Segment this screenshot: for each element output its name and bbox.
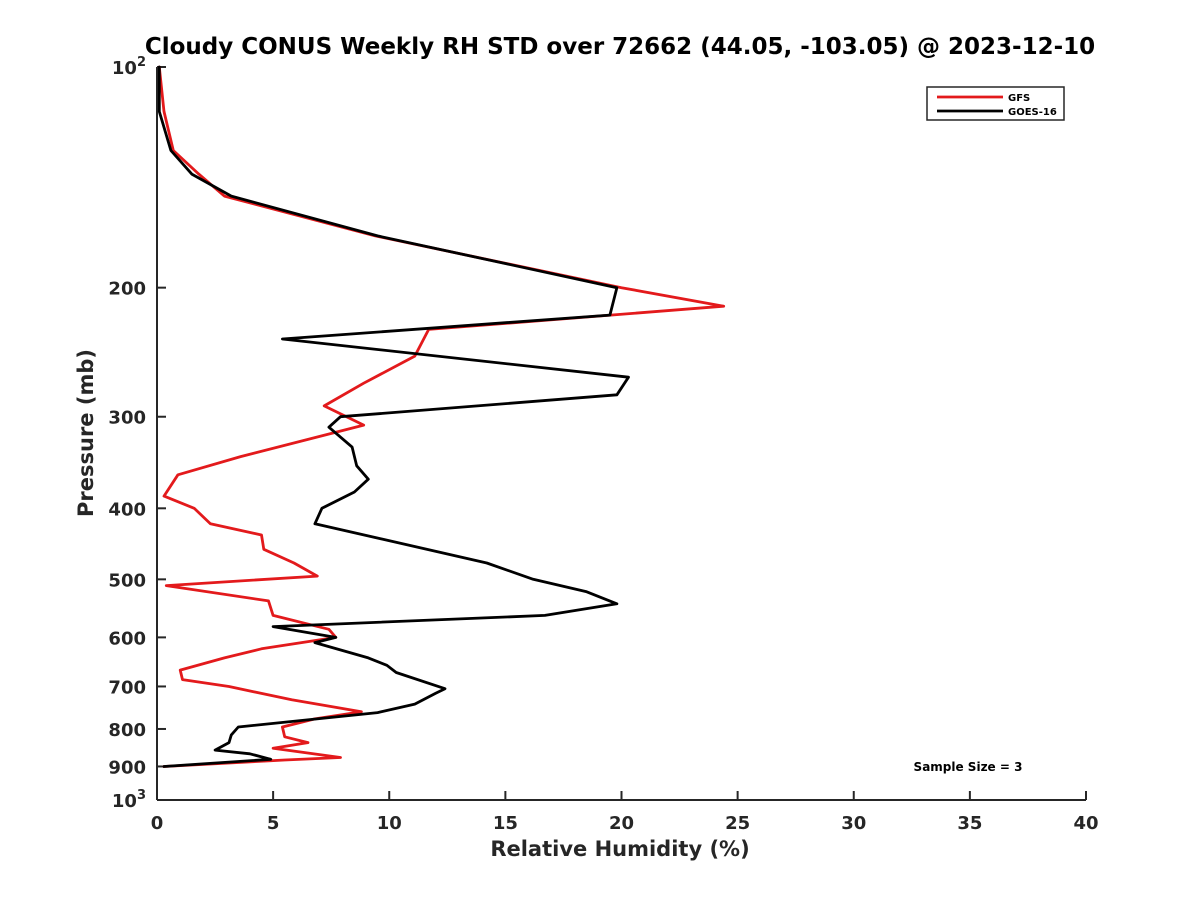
x-tick-label: 20: [609, 813, 634, 834]
y-tick-label: 600: [108, 628, 146, 649]
y-tick-label: 102: [112, 55, 146, 79]
x-tick-label: 40: [1073, 813, 1098, 834]
x-tick-label: 30: [841, 813, 866, 834]
legend-label: GOES-16: [1008, 107, 1057, 118]
x-tick-label: 0: [151, 813, 164, 834]
y-tick-label: 400: [108, 499, 146, 520]
axes: 0 5 10 15 20 25 30 35 40 102 200 300 400 500 600 700 800…: [108, 55, 1098, 834]
y-tick-label: 300: [108, 408, 146, 429]
chart-title: Cloudy CONUS Weekly RH STD over 72662 (4…: [145, 34, 1095, 60]
legend-label: GFS: [1008, 93, 1030, 104]
legend: GFS GOES-16: [926, 86, 1065, 121]
x-tick-label: 10: [377, 813, 402, 834]
y-tick-label: 700: [108, 677, 146, 698]
y-tick-label: 800: [108, 720, 146, 741]
series-line-goes-16: [157, 65, 630, 768]
y-tick-label: 900: [108, 757, 146, 778]
y-tick-label: 500: [108, 570, 146, 591]
x-tick-label: 15: [493, 813, 518, 834]
sample-size-note: Sample Size = 3: [914, 760, 1023, 774]
y-tick-label: 200: [108, 279, 146, 300]
x-tick-label: 35: [957, 813, 982, 834]
y-axis-label: Pressure (mb): [74, 349, 98, 517]
y-tick-label: 103: [112, 788, 146, 812]
x-tick-label: 5: [267, 813, 280, 834]
series-layer: [157, 65, 726, 768]
series-line-gfs: [157, 65, 726, 768]
x-axis-label: Relative Humidity (%): [490, 837, 749, 861]
legend-box: [926, 86, 1065, 121]
x-tick-label: 25: [725, 813, 750, 834]
